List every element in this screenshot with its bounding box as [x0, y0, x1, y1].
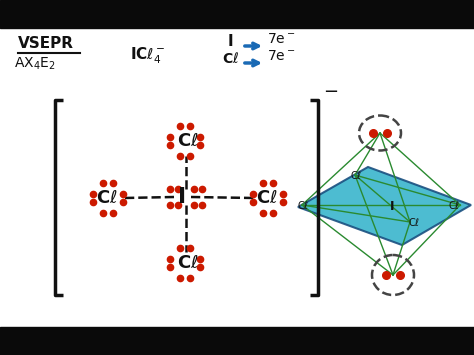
Text: I: I: [178, 187, 186, 207]
Text: C$\ell$: C$\ell$: [350, 169, 362, 181]
Text: C$\ell$: C$\ell$: [256, 189, 278, 207]
Text: I: I: [228, 34, 234, 49]
Polygon shape: [298, 167, 471, 245]
Text: C$\ell$: C$\ell$: [222, 51, 239, 66]
Text: 7e$^-$: 7e$^-$: [267, 32, 295, 46]
Text: I: I: [390, 200, 394, 213]
Text: C$\ell$: C$\ell$: [96, 189, 118, 207]
Bar: [0, 327, 474, 355]
Text: −: −: [323, 83, 338, 101]
Bar: [0, 28, 474, 327]
Text: C$\ell$: C$\ell$: [448, 199, 460, 211]
Text: C$\ell$: C$\ell$: [177, 132, 199, 150]
Text: 7e$^-$: 7e$^-$: [267, 49, 295, 63]
Text: VSEPR: VSEPR: [18, 36, 74, 51]
Text: C$\ell$: C$\ell$: [297, 199, 309, 211]
Text: C$\ell$: C$\ell$: [408, 216, 420, 228]
Text: AX$_4$E$_2$: AX$_4$E$_2$: [14, 56, 56, 72]
Bar: [0, 0, 474, 28]
Text: IC$\ell$$_4^-$: IC$\ell$$_4^-$: [130, 46, 165, 66]
Text: C$\ell$: C$\ell$: [177, 254, 199, 272]
